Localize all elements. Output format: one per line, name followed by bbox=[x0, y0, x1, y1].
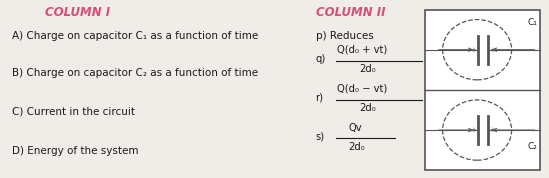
Text: A) Charge on capacitor C₁ as a function of time: A) Charge on capacitor C₁ as a function … bbox=[12, 31, 258, 41]
Text: +: + bbox=[470, 47, 476, 53]
Text: +: + bbox=[470, 127, 476, 133]
Text: D) Energy of the system: D) Energy of the system bbox=[12, 146, 138, 156]
Text: +: + bbox=[489, 47, 495, 53]
Text: 2d₀: 2d₀ bbox=[360, 64, 376, 74]
Text: s): s) bbox=[316, 132, 324, 142]
Text: COLUMN II: COLUMN II bbox=[316, 6, 385, 19]
Text: Q(d₀ + vt): Q(d₀ + vt) bbox=[338, 45, 388, 55]
Text: C₂: C₂ bbox=[528, 142, 537, 151]
Text: q): q) bbox=[316, 54, 326, 64]
Text: Q(d₀ − vt): Q(d₀ − vt) bbox=[338, 84, 388, 94]
Text: Qv: Qv bbox=[349, 123, 362, 133]
Text: +: + bbox=[489, 127, 495, 133]
Text: C₁: C₁ bbox=[528, 18, 537, 27]
Text: B) Charge on capacitor C₂ as a function of time: B) Charge on capacitor C₂ as a function … bbox=[12, 68, 258, 78]
Text: C) Current in the circuit: C) Current in the circuit bbox=[12, 107, 135, 117]
Text: r): r) bbox=[316, 93, 323, 103]
Bar bbox=[425, 10, 540, 170]
Text: 2d₀: 2d₀ bbox=[349, 142, 365, 152]
Text: p) Reduces: p) Reduces bbox=[316, 31, 373, 41]
Text: 2d₀: 2d₀ bbox=[360, 103, 376, 113]
Text: COLUMN I: COLUMN I bbox=[44, 6, 110, 19]
